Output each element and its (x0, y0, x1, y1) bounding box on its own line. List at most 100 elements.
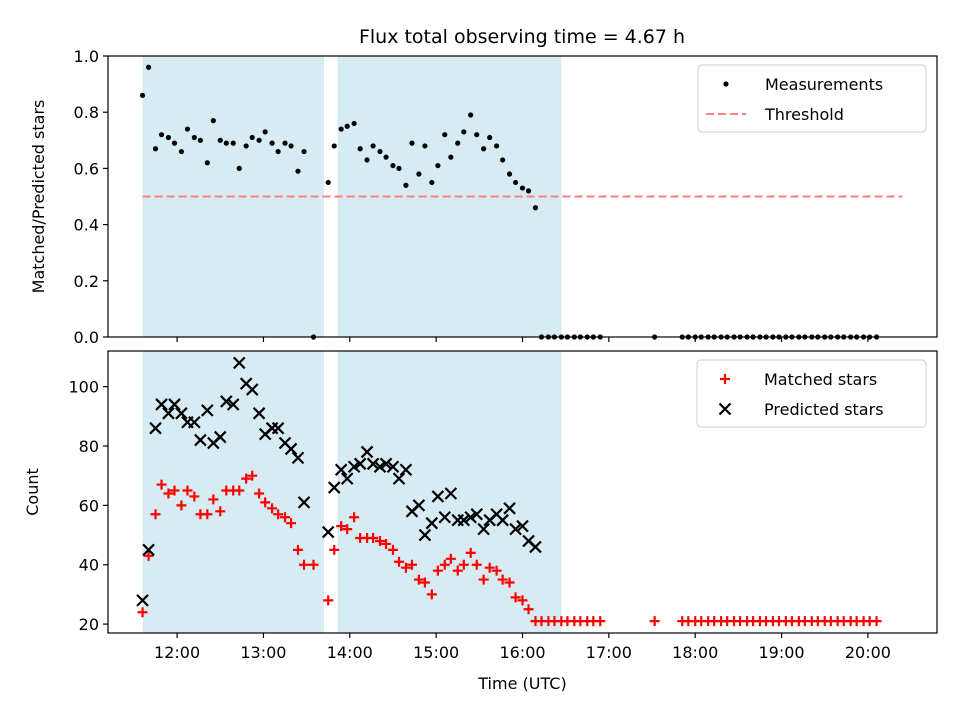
legend-box (696, 359, 927, 428)
matched-star-point (329, 544, 340, 555)
matched-star-point (336, 521, 347, 532)
measurement-point (301, 148, 307, 155)
predicted-star-point (431, 490, 445, 503)
predicted-star-point (162, 407, 175, 420)
matched-star-point (163, 488, 174, 499)
predicted-star-point (464, 510, 477, 524)
matched-star-point (202, 509, 213, 520)
predicted-star-point (245, 383, 259, 396)
predicted-star-point (284, 442, 298, 456)
measurement-point (152, 146, 159, 152)
measurement-point (262, 129, 268, 135)
legend: Measurements Threshold (697, 64, 927, 133)
matched-star-point (349, 512, 360, 523)
matched-star-point (517, 595, 528, 606)
measurement-point (370, 143, 376, 149)
measurement-point (184, 126, 191, 132)
matched-star-point (426, 589, 437, 600)
matched-star-point (368, 533, 379, 544)
y-tick-label: 60 (79, 496, 99, 515)
predicted-star-point (321, 525, 335, 539)
x-axis-label: Time (UTC) (477, 674, 566, 693)
matched-star-point (375, 535, 386, 546)
predicted-star-point (194, 433, 207, 447)
ratio-panel: 0.0 0.2 0.4 0.6 0.8 1.0 Matched/Predicted star… (29, 47, 938, 347)
predicted-star-point (136, 594, 149, 607)
matched-star-point (394, 556, 405, 567)
measurement-point (357, 146, 363, 152)
measurement-point (217, 137, 223, 143)
x-tick-label: 14:00 (327, 643, 373, 662)
measurement-point (519, 185, 526, 191)
matched-star-point (208, 494, 219, 505)
predicted-star-point (503, 502, 516, 515)
matched-star-point (439, 559, 450, 570)
predicted-star-point (142, 543, 155, 557)
predicted-star-point (232, 356, 246, 370)
predicted-star-point (444, 487, 458, 500)
predicted-star-point (509, 522, 522, 536)
y-tick-label: 20 (79, 615, 99, 634)
measurement-point (455, 140, 461, 146)
predicted-star-point (347, 460, 361, 474)
predicted-star-point (201, 404, 214, 417)
legend-label: Measurements (765, 75, 883, 94)
predicted-star-point (496, 513, 509, 527)
matched-star-point (156, 479, 167, 490)
predicted-star-point (379, 457, 393, 471)
measurement-point (344, 123, 350, 129)
matched-star-point (452, 565, 463, 576)
predicted-star-point (213, 430, 227, 444)
measurement-point (236, 165, 242, 171)
legend-label: Matched stars (764, 370, 877, 389)
matched-star-point (273, 509, 284, 520)
matched-star-point (458, 559, 469, 570)
predicted-star-point (340, 472, 354, 485)
x-tick-label: 20:00 (845, 643, 891, 662)
measurement-point (158, 132, 165, 138)
predicted-star-point (418, 528, 432, 542)
matched-star-point (387, 544, 398, 555)
measurement-point (191, 134, 197, 141)
matched-star-point (189, 491, 200, 502)
measurement-point (178, 148, 185, 155)
predicted-star-point (360, 445, 374, 459)
chart-title: Flux total observing time = 4.67 h (359, 26, 685, 48)
matched-star-point (432, 565, 443, 576)
predicted-star-point (220, 395, 233, 408)
measurement-point (442, 132, 448, 138)
y-tick-label: 0.4 (74, 216, 99, 235)
matched-star-point (234, 485, 245, 496)
matched-star-point (169, 485, 180, 496)
matched-star-point (445, 553, 456, 564)
predicted-star-point (392, 472, 406, 485)
measurement-point (223, 140, 229, 146)
measurement-point (481, 146, 487, 152)
matched-star-point (419, 577, 430, 588)
y-tick-label: 80 (79, 437, 99, 456)
measurement-point (364, 157, 370, 163)
measurement-point (338, 126, 344, 132)
matched-star-point (478, 574, 489, 585)
matched-star-point (267, 503, 278, 514)
legend-measurement-marker (723, 81, 729, 87)
predicted-star-point (399, 463, 413, 477)
y-tick-label: 0.0 (74, 328, 99, 347)
predicted-star-point (297, 496, 311, 509)
measurement-point (448, 154, 454, 160)
matched-star-point (471, 559, 482, 570)
measurement-point (422, 143, 428, 149)
legend-matched-marker (720, 374, 730, 384)
x-tick-label: 13:00 (240, 643, 286, 662)
matched-star-point (137, 607, 148, 618)
y-axis-label: Matched/Predicted stars (29, 100, 48, 294)
matched-star-point (247, 470, 258, 481)
measurement-point (325, 179, 331, 186)
predicted-star-point (155, 398, 168, 411)
predicted-star-point (516, 519, 529, 533)
legend-box (697, 64, 927, 133)
predicted-star-point (291, 451, 305, 465)
x-tick-label: 19:00 (759, 643, 805, 662)
measurement-point (500, 157, 506, 163)
predicted-star-point (477, 522, 490, 536)
